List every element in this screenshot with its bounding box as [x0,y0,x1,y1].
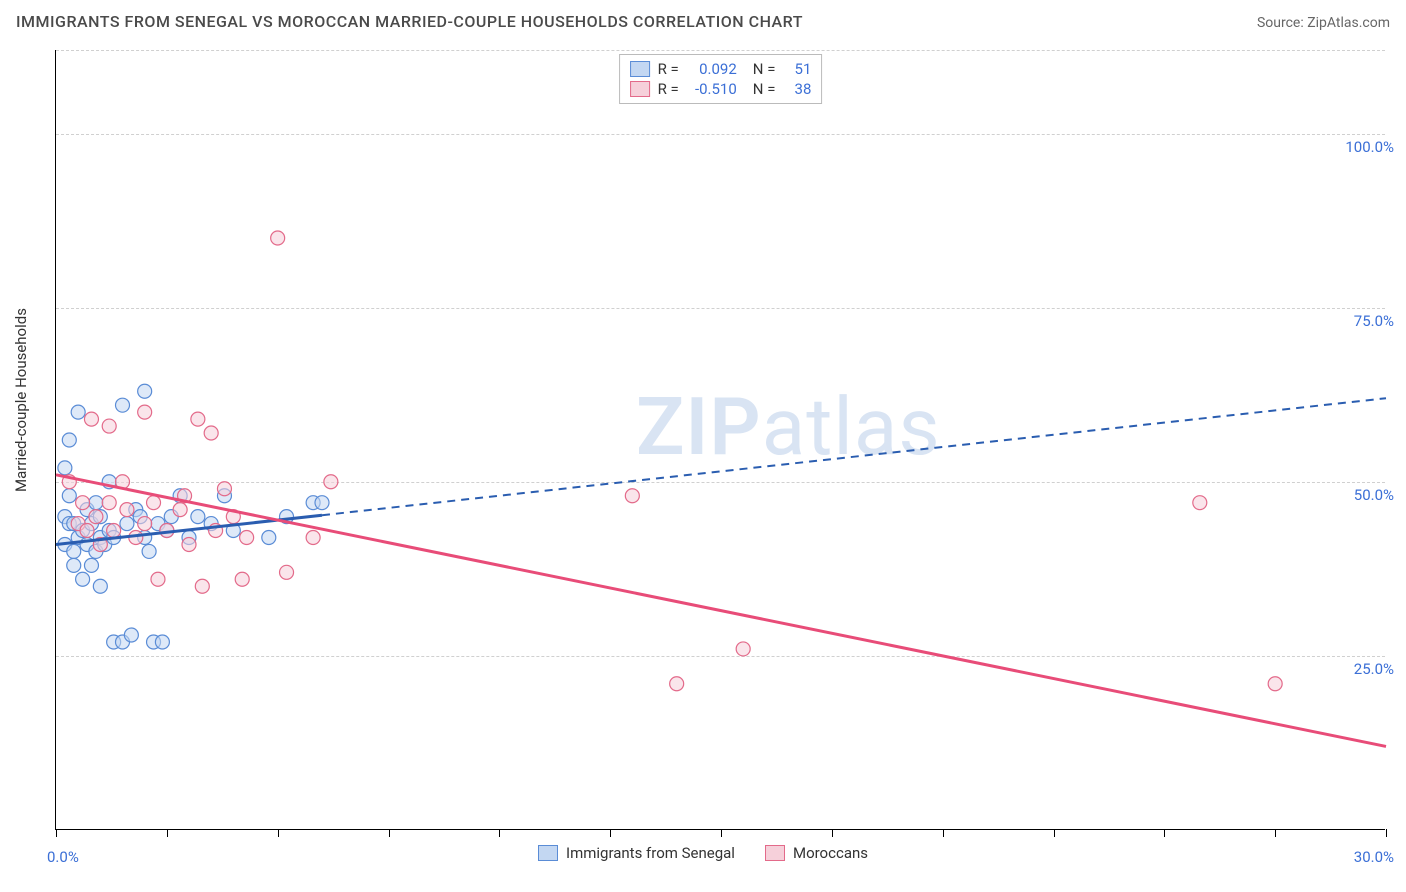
point-senegal [71,405,85,419]
x-tick [832,829,833,837]
legend-swatch [630,81,650,97]
point-moroccans [306,531,320,545]
legend-r-value: 0.092 [687,60,737,78]
legend-swatch [538,845,558,861]
x-tick [167,829,168,837]
point-senegal [191,510,205,524]
legend-correlation-row: R = 0.092 N = 51 [630,59,812,79]
point-moroccans [138,517,152,531]
legend-swatch [765,845,785,861]
point-senegal [62,489,76,503]
x-tick [1164,829,1165,837]
plot-area: ZIPatlas R =0.092N =51R =-0.510N =38 [55,50,1385,830]
legend-series-item: Immigrants from Senegal [538,844,735,862]
chart-title: IMMIGRANTS FROM SENEGAL VS MOROCCAN MARR… [16,12,803,31]
point-moroccans [80,524,94,538]
x-tick [1386,829,1387,837]
x-tick [610,829,611,837]
point-moroccans [1193,496,1207,510]
legend-n-value: 38 [783,80,811,98]
point-moroccans [240,531,254,545]
point-senegal [155,635,169,649]
point-moroccans [102,496,116,510]
point-moroccans [89,510,103,524]
legend-series-item: Moroccans [765,844,868,862]
legend-n-value: 51 [783,60,811,78]
point-moroccans [271,231,285,245]
legend-correlation: R = 0.092 N = 51 R = -0.510 N = 38 [619,54,823,104]
legend-r-label: R = [658,60,679,78]
x-tick [1054,829,1055,837]
point-senegal [76,572,90,586]
point-moroccans [1268,677,1282,691]
y-axis-label: Married-couple Households [12,308,30,492]
point-senegal [124,628,138,642]
x-tick [56,829,57,837]
point-senegal [93,579,107,593]
point-moroccans [151,572,165,586]
x-tick [499,829,500,837]
trendline-senegal-dashed [322,398,1386,515]
point-moroccans [107,524,121,538]
x-tick [389,829,390,837]
point-moroccans [182,537,196,551]
legend-series: Immigrants from Senegal Moroccans [0,844,1406,862]
point-moroccans [217,482,231,496]
point-moroccans [84,412,98,426]
point-moroccans [102,419,116,433]
point-moroccans [235,572,249,586]
point-moroccans [173,503,187,517]
point-senegal [84,558,98,572]
point-senegal [67,544,81,558]
point-moroccans [138,405,152,419]
point-moroccans [736,642,750,656]
legend-n-label: N = [753,80,776,98]
plot-svg [56,50,1385,829]
x-tick [278,829,279,837]
point-moroccans [670,677,684,691]
point-senegal [138,384,152,398]
point-senegal [262,531,276,545]
point-senegal [58,461,72,475]
point-moroccans [120,503,134,517]
y-tick-label: 25.0% [1354,660,1394,678]
x-tick [1275,829,1276,837]
legend-r-value: -0.510 [687,80,737,98]
y-tick-label: 100.0% [1345,138,1394,156]
point-moroccans [147,496,161,510]
point-senegal [120,517,134,531]
legend-series-label: Immigrants from Senegal [566,844,735,862]
point-senegal [89,496,103,510]
legend-series-label: Moroccans [793,844,868,862]
chart-container: IMMIGRANTS FROM SENEGAL VS MOROCCAN MARR… [0,0,1406,892]
point-moroccans [324,475,338,489]
point-senegal [142,544,156,558]
y-tick-label: 75.0% [1354,312,1394,330]
legend-r-label: R = [658,80,679,98]
point-moroccans [195,579,209,593]
legend-correlation-row: R = -0.510 N = 38 [630,79,812,99]
legend-n-label: N = [753,60,776,78]
point-senegal [116,398,130,412]
title-row: IMMIGRANTS FROM SENEGAL VS MOROCCAN MARR… [16,12,1390,31]
point-moroccans [191,412,205,426]
point-moroccans [280,565,294,579]
point-moroccans [76,496,90,510]
point-senegal [315,496,329,510]
point-moroccans [204,426,218,440]
source-label: Source: ZipAtlas.com [1257,15,1390,31]
y-tick-label: 50.0% [1354,486,1394,504]
point-moroccans [625,489,639,503]
trendline-moroccans [56,475,1386,747]
point-senegal [62,433,76,447]
legend-swatch [630,61,650,77]
x-tick [721,829,722,837]
x-tick [943,829,944,837]
point-senegal [67,558,81,572]
